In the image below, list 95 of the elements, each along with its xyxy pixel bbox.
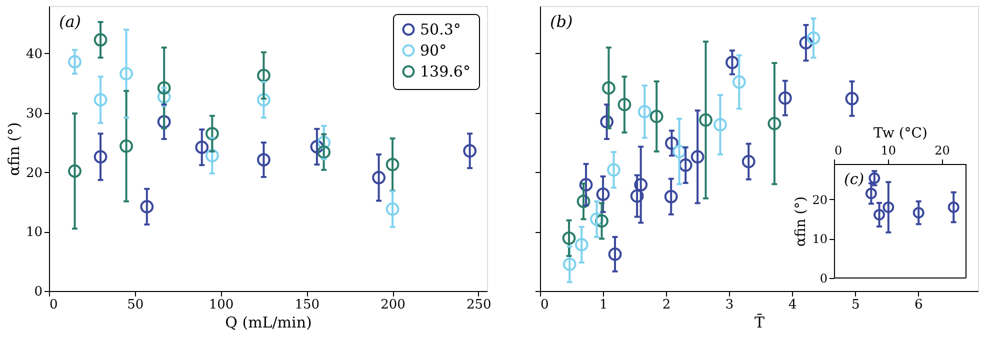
point <box>600 115 614 128</box>
point <box>948 202 960 213</box>
point <box>699 113 712 127</box>
point <box>94 93 108 106</box>
point <box>678 158 692 172</box>
x-tick-label: 150 <box>294 298 320 312</box>
y-tick-label: 10 <box>26 225 42 240</box>
x-tick-label: 20 <box>934 144 950 158</box>
point <box>799 36 813 50</box>
y-tick-label: 10 <box>812 232 828 246</box>
point <box>157 115 171 128</box>
x-tick-label: 2 <box>662 298 671 312</box>
x-tick-label: 1 <box>599 298 608 312</box>
y-tick-label: 20 <box>812 192 828 207</box>
point <box>205 148 219 162</box>
point <box>257 153 270 166</box>
point <box>579 178 593 192</box>
point <box>672 144 686 158</box>
point <box>882 202 894 213</box>
x-tick-label: 3 <box>725 298 734 312</box>
point <box>386 202 400 216</box>
point <box>742 154 756 168</box>
point <box>317 136 331 150</box>
point <box>690 150 704 164</box>
point <box>608 248 622 261</box>
annotation: (c) <box>844 170 864 188</box>
point <box>638 105 652 118</box>
y-axis-title: αfin (°) <box>4 122 23 176</box>
point <box>714 118 727 132</box>
point <box>665 136 678 150</box>
annotation: (a) <box>59 12 82 31</box>
point <box>912 207 924 218</box>
point <box>68 55 82 68</box>
point <box>732 75 746 89</box>
y-tick-label: 20 <box>26 166 42 181</box>
point <box>874 208 885 220</box>
point <box>634 178 648 192</box>
y-tick-label: 0 <box>34 284 42 300</box>
point <box>94 150 108 164</box>
legend-label: 139.6° <box>420 62 470 80</box>
x-tick-label: 0 <box>834 144 842 158</box>
y-axis-title: αfin (°) <box>793 196 810 247</box>
x-axis-title: Q (mL/min) <box>225 314 312 332</box>
point <box>778 91 792 105</box>
legend-label: 90° <box>420 42 447 60</box>
x-tick-label: 250 <box>466 298 492 312</box>
x-axis-title: T̄ <box>754 312 765 332</box>
point <box>120 67 133 80</box>
point <box>386 158 400 172</box>
point <box>602 81 616 95</box>
point <box>157 90 171 104</box>
x-tick-label: 6 <box>914 298 923 312</box>
x-tick-label: 0 <box>540 298 549 312</box>
annotation: (b) <box>550 12 573 31</box>
point <box>120 139 133 153</box>
point <box>576 194 590 208</box>
point <box>140 200 154 214</box>
point <box>562 231 576 245</box>
point <box>372 170 386 184</box>
point <box>596 188 610 201</box>
point <box>630 189 644 203</box>
x-tick-label: 10 <box>880 144 896 158</box>
point <box>806 31 820 45</box>
x-tick-label: 50 <box>127 298 144 312</box>
point <box>845 92 859 106</box>
point <box>257 93 270 106</box>
point <box>94 33 108 47</box>
y-tick-label: 0 <box>820 272 828 286</box>
point <box>664 190 678 204</box>
point <box>574 238 588 252</box>
point <box>310 140 324 154</box>
point <box>726 56 739 70</box>
x-tick-label: 5 <box>851 298 860 312</box>
point <box>595 214 608 228</box>
x-tick-label: 200 <box>380 298 406 312</box>
x-axis-title: Tw (°C) <box>874 126 928 142</box>
point <box>607 163 620 177</box>
point <box>68 164 82 178</box>
point <box>205 126 219 140</box>
x-tick-label: 100 <box>208 298 234 312</box>
point <box>590 212 604 226</box>
point <box>463 144 477 158</box>
point <box>618 98 632 112</box>
point <box>257 68 270 82</box>
x-tick-label: 0 <box>50 298 58 312</box>
point <box>768 116 782 130</box>
point <box>157 81 171 95</box>
point <box>650 110 664 124</box>
point <box>865 188 877 200</box>
x-tick-label: 4 <box>788 298 797 312</box>
point <box>317 145 331 159</box>
y-tick-label: 40 <box>26 47 42 62</box>
y-tick-label: 30 <box>26 106 42 122</box>
point <box>195 140 209 154</box>
legend-label: 50.3° <box>420 20 461 38</box>
